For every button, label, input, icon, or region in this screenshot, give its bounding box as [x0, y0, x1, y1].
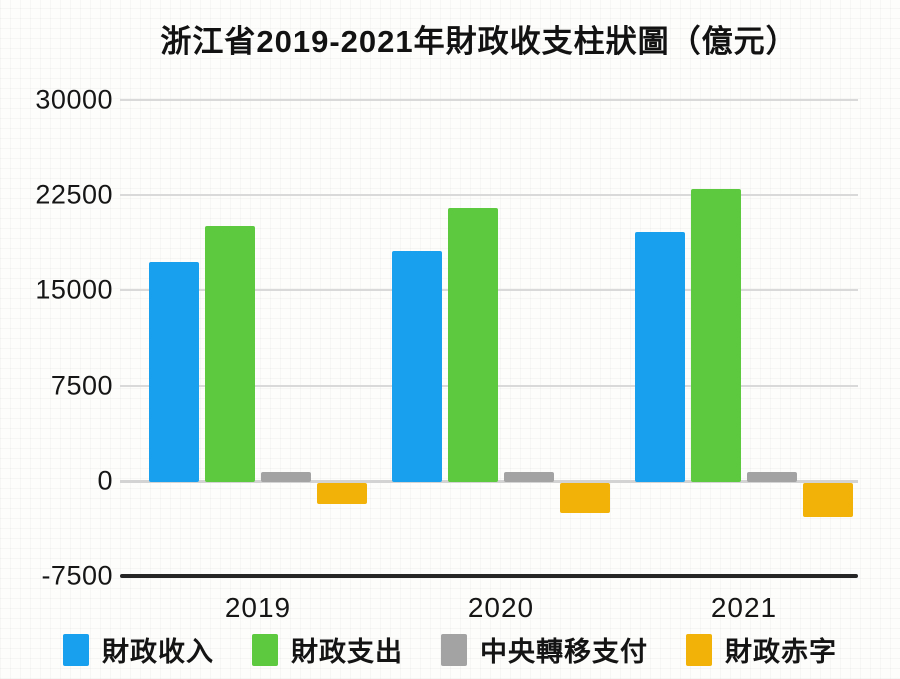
bar-財政赤字-2021: [803, 482, 853, 518]
gridline: [120, 194, 858, 197]
legend-item: 財政收入: [63, 630, 214, 669]
bar-財政收入-2019: [149, 262, 199, 482]
bar-財政赤字-2020: [560, 482, 610, 514]
y-axis-tick-label: 30000: [35, 84, 113, 115]
bar-中央轉移支付-2020: [504, 471, 554, 482]
legend-label: 中央轉移支付: [480, 637, 648, 667]
legend-swatch-icon: [686, 633, 712, 666]
x-axis-tick-label: 2021: [710, 592, 778, 623]
legend-item: 財政赤字: [686, 630, 837, 669]
legend-swatch-icon: [441, 633, 467, 666]
bar-財政支出-2019: [205, 225, 255, 482]
x-axis-tick-label: 2019: [224, 592, 292, 623]
x-axis-line: [120, 574, 858, 578]
chart-title: 浙江省2019-2021年財政收支柱狀圖（億元）: [160, 24, 798, 59]
y-axis-tick-label: -7500: [41, 560, 113, 591]
bar-財政赤字-2019: [317, 482, 367, 504]
y-axis-tick-label: 0: [97, 465, 113, 496]
y-axis-tick-label: 15000: [35, 274, 113, 305]
bar-財政收入-2020: [392, 251, 442, 482]
bar-中央轉移支付-2019: [261, 471, 311, 482]
legend-label: 財政收入: [102, 637, 214, 667]
bar-財政支出-2021: [691, 188, 741, 482]
y-axis-tick-label: 7500: [50, 370, 113, 401]
bar-中央轉移支付-2021: [747, 471, 797, 482]
y-axis-tick-label: 22500: [35, 179, 113, 210]
bar-財政支出-2020: [448, 207, 498, 482]
legend-item: 中央轉移支付: [441, 630, 648, 669]
legend-label: 財政支出: [291, 637, 403, 667]
legend-item: 財政支出: [252, 630, 403, 669]
chart-legend: 財政收入 財政支出 中央轉移支付 財政赤字: [0, 630, 900, 669]
legend-swatch-icon: [63, 633, 89, 666]
legend-label: 財政赤字: [725, 637, 837, 667]
x-axis-tick-label: 2020: [467, 592, 535, 623]
bar-財政收入-2021: [635, 232, 685, 482]
legend-swatch-icon: [252, 633, 278, 666]
gridline: [120, 99, 858, 101]
